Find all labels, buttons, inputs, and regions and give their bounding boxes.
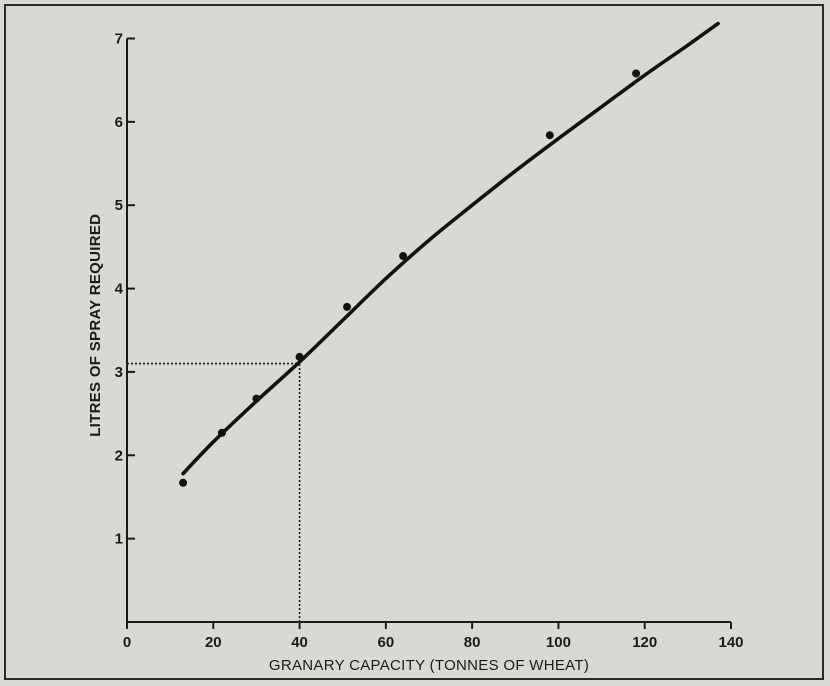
- series-curve: [181, 21, 720, 476]
- x-tick-label: 40: [291, 634, 308, 651]
- x-axis-title: GRANARY CAPACITY (TONNES OF WHEAT): [269, 657, 589, 674]
- y-axis-title: LITRES OF SPRAY REQUIRED: [87, 214, 104, 437]
- y-tick-label: 4: [115, 281, 124, 298]
- y-tick-label: 5: [115, 197, 123, 214]
- chart-frame: [4, 4, 824, 680]
- reference-lines: [127, 362, 301, 622]
- tick-labels: 0 20 40 60 80 100 120 140 1 2 3 4 5 6 7: [115, 31, 744, 652]
- data-points: [179, 69, 641, 487]
- data-point: [252, 394, 261, 403]
- data-point: [343, 302, 352, 311]
- fitted-curve: [181, 21, 720, 476]
- y-tick-label: 3: [115, 364, 123, 381]
- y-tick-label: 1: [115, 531, 123, 548]
- data-point: [179, 478, 188, 487]
- data-point: [545, 131, 554, 140]
- data-point: [399, 252, 408, 261]
- x-tick-label: 140: [718, 634, 743, 651]
- x-tick-label: 60: [378, 634, 395, 651]
- x-tick-label: 80: [464, 634, 481, 651]
- x-tick-label: 0: [123, 634, 131, 651]
- y-tick-label: 7: [115, 31, 123, 48]
- data-point: [217, 428, 226, 437]
- data-point: [295, 352, 304, 361]
- x-tick-label: 100: [546, 634, 571, 651]
- x-tick-label: 120: [632, 634, 657, 651]
- y-tick-label: 2: [115, 447, 123, 464]
- x-tick-label: 20: [205, 634, 222, 651]
- y-tick-label: 6: [115, 114, 123, 131]
- data-point: [632, 69, 641, 78]
- axes: [126, 37, 732, 629]
